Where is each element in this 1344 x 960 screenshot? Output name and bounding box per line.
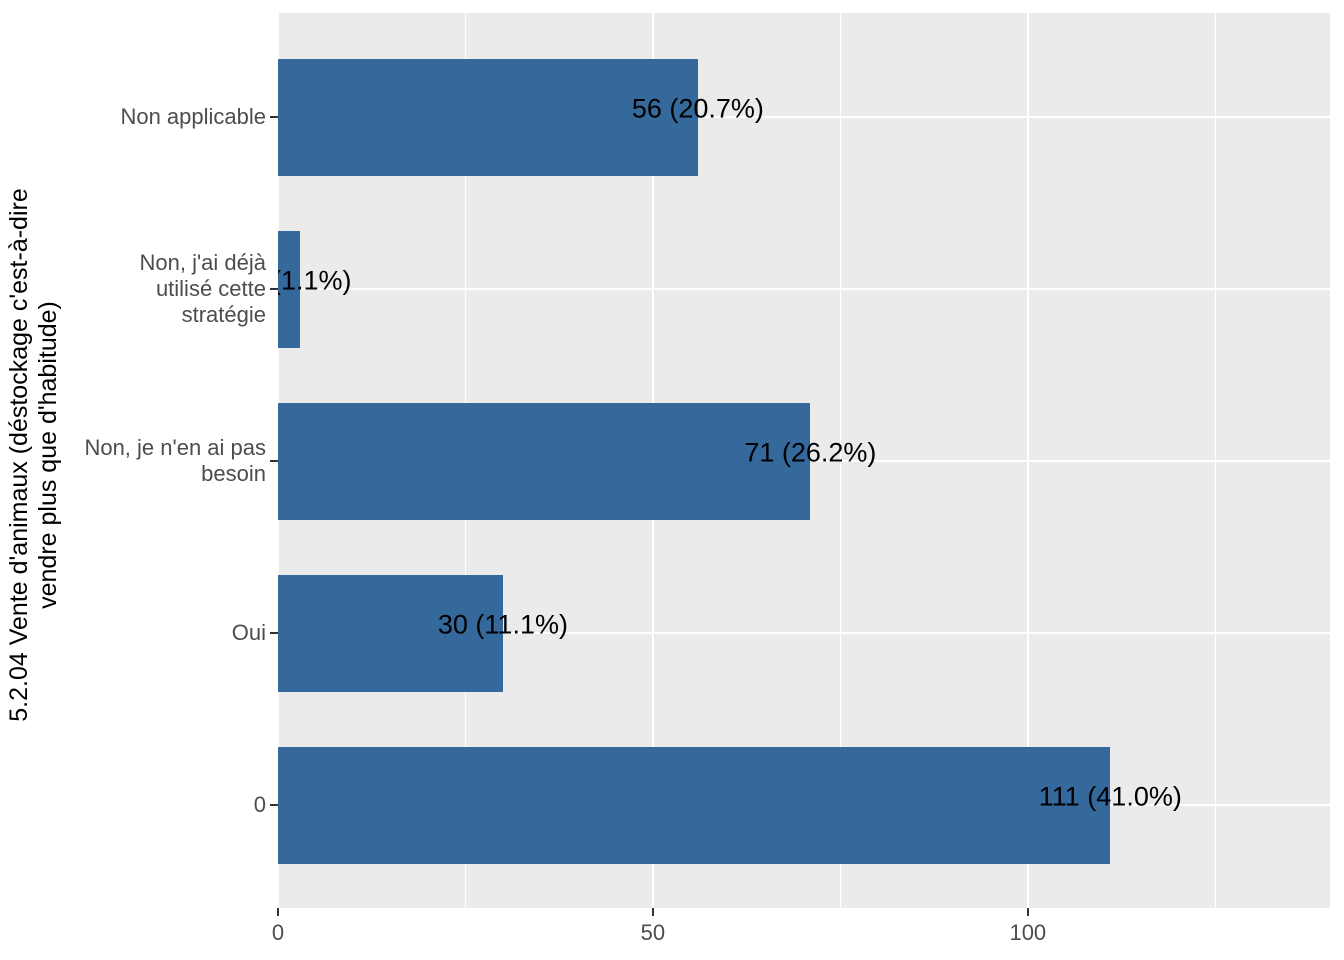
y-axis-tick — [270, 287, 278, 291]
bar — [278, 230, 301, 348]
y-axis-category-label: Non applicable — [120, 104, 266, 129]
y-axis-tick — [270, 459, 278, 463]
bar — [278, 58, 698, 176]
x-axis-tick-label: 0 — [271, 920, 285, 945]
x-axis-tick — [651, 908, 655, 916]
major-gridline — [278, 115, 1330, 119]
major-gridline — [278, 631, 1330, 635]
y-axis-category-label: Non, je n'en ai pas besoin — [84, 435, 266, 486]
bar-value-label: 30 (11.1%) — [437, 609, 568, 640]
x-axis-tick — [1026, 908, 1030, 916]
x-axis-tick-label: 100 — [1009, 920, 1047, 945]
bar-value-label: 56 (20.7%) — [631, 93, 764, 124]
y-axis-tick — [270, 803, 278, 807]
bar — [278, 402, 811, 520]
bar-value-label: 3 (1.1%) — [278, 265, 352, 296]
plot-panel: 56 (20.7%) 3 (1.1%) 71 (26.2%) 30 (11.1%) 11… — [278, 13, 1330, 908]
x-axis-tick-label: 50 — [640, 920, 666, 945]
x-axis-tick — [276, 908, 280, 916]
y-axis-category-label: Non, j'ai déjà utilisé cette stratégie — [139, 250, 267, 327]
y-axis-title: 5.2.04 Vente d'animaux (déstockage c'est… — [5, 188, 62, 722]
y-axis-tick — [270, 631, 278, 635]
bar-value-label: 71 (26.2%) — [744, 437, 877, 468]
y-axis-category-label: 0 — [253, 792, 266, 817]
y-axis-category-label: Oui — [231, 620, 266, 645]
y-axis-tick — [270, 115, 278, 119]
major-gridline — [278, 287, 1330, 291]
bar — [278, 574, 503, 692]
bar — [278, 746, 1111, 864]
bar-value-label: 111 (41.0%) — [1038, 781, 1182, 812]
